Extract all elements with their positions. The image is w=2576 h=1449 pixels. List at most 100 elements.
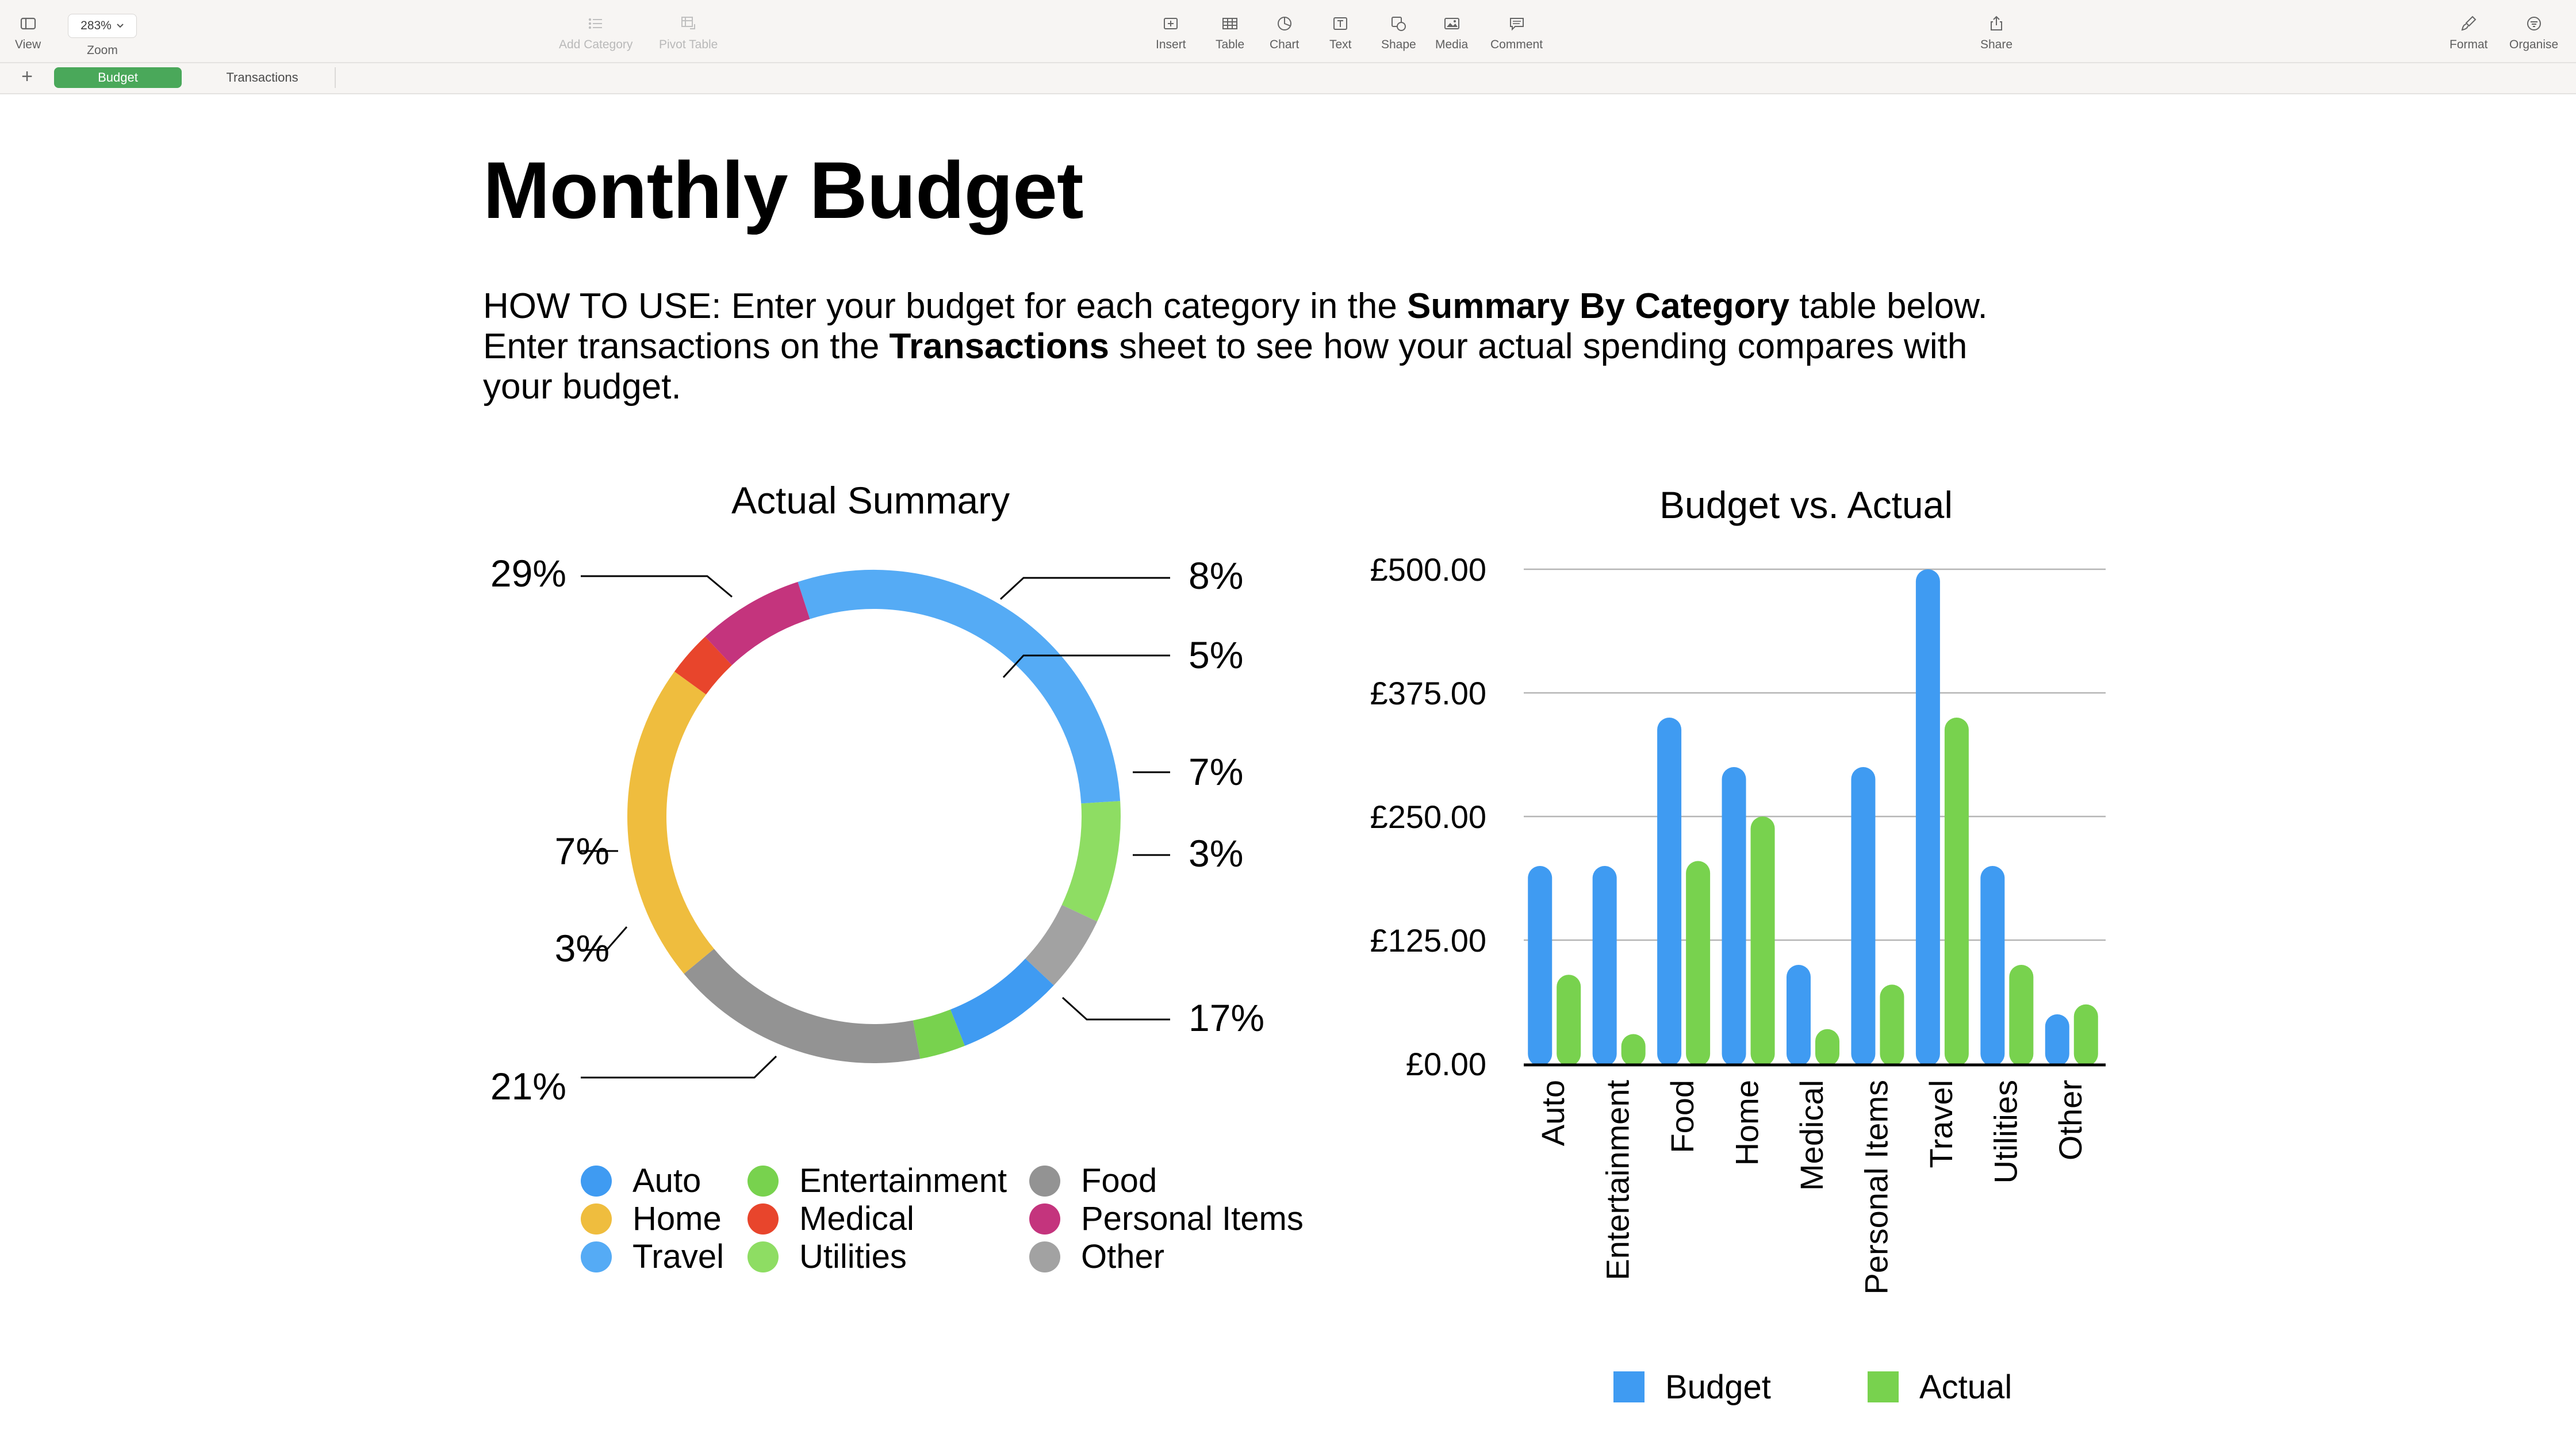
pie-leader-line <box>1061 996 1170 1021</box>
how-to-part: HOW TO USE: Enter your budget for each c… <box>483 286 1408 326</box>
comment-button[interactable]: Comment <box>1490 14 1543 59</box>
pivot-table-label: Pivot Table <box>659 38 718 51</box>
chart-icon <box>1277 17 1291 30</box>
bar-budget-utilities[interactable] <box>1980 866 2005 1066</box>
legend-label-actual[interactable]: Actual <box>1919 1368 2012 1406</box>
x-tick-label: Personal Items <box>1858 1080 1894 1295</box>
legend-item-utilities[interactable]: Utilities <box>747 1237 907 1276</box>
table-label: Table <box>1216 38 1245 51</box>
pie-chart[interactable]: 29% 8% 5% 7% 3% 17% 21% 3% 7% <box>448 518 1288 1150</box>
table-button[interactable]: Table <box>1216 14 1244 59</box>
pie-slice-food[interactable] <box>684 948 921 1063</box>
organise-button[interactable]: Organise <box>2509 14 2558 59</box>
x-tick-label: Auto <box>1535 1080 1571 1146</box>
bar-actual-travel[interactable] <box>1944 718 1969 1066</box>
bar-budget-medical[interactable] <box>1787 965 1811 1066</box>
legend-swatch <box>581 1203 612 1235</box>
legend-label-budget[interactable]: Budget <box>1665 1368 1771 1406</box>
pie-slice-medical[interactable] <box>674 637 733 695</box>
pie-slice-other[interactable] <box>1025 904 1098 986</box>
bar-actual-entertainment[interactable] <box>1621 1034 1646 1066</box>
pie-slice-auto[interactable] <box>950 958 1054 1046</box>
x-tick-label: Food <box>1664 1080 1700 1153</box>
media-label: Media <box>1435 38 1469 51</box>
chart-button[interactable]: Chart <box>1270 14 1299 59</box>
pivot-table-button[interactable]: Pivot Table <box>659 14 718 59</box>
y-tick-label: £250.00 <box>1370 799 1486 835</box>
add-sheet-button[interactable]: + <box>21 66 33 87</box>
tab-budget[interactable]: Budget <box>54 67 182 88</box>
format-label: Format <box>2450 38 2488 51</box>
bar-actual-auto[interactable] <box>1557 975 1581 1066</box>
legend-item-home[interactable]: Home <box>581 1199 722 1238</box>
bar-chart-title[interactable]: Budget vs. Actual <box>1659 484 1953 526</box>
bar-chart[interactable]: £0.00 £125.00 £250.00 £375.00 £500.00 Auto Ent… <box>1322 518 2185 1426</box>
pie-slice-utilities[interactable] <box>1061 801 1121 922</box>
tab-transactions[interactable]: Transactions <box>190 67 336 88</box>
bar-budget-personal-items[interactable] <box>1851 767 1876 1066</box>
zoom-select[interactable]: 283% <box>68 14 137 38</box>
pie-data-label: 7% <box>555 830 610 872</box>
sidebar-icon <box>20 17 36 30</box>
legend-item-auto[interactable]: Auto <box>581 1162 701 1200</box>
how-to-text[interactable]: HOW TO USE: Enter your budget for each c… <box>483 286 2035 407</box>
add-category-button[interactable]: Add Category <box>559 14 632 59</box>
insert-icon <box>1164 18 1178 29</box>
bar-actual-medical[interactable] <box>1815 1029 1839 1066</box>
comment-label: Comment <box>1490 38 1543 51</box>
paintbrush-icon <box>2461 16 2477 31</box>
y-tick-label: £0.00 <box>1406 1046 1486 1082</box>
legend-item-travel[interactable]: Travel <box>581 1237 724 1276</box>
legend-item-food[interactable]: Food <box>1029 1162 1157 1200</box>
bar-budget-auto[interactable] <box>1528 866 1552 1066</box>
y-tick-label: £375.00 <box>1370 675 1486 711</box>
pie-data-label: 17% <box>1189 996 1264 1039</box>
chevron-down-icon <box>117 24 124 28</box>
bar-actual-home[interactable] <box>1750 816 1775 1066</box>
bar-actual-utilities[interactable] <box>2009 965 2034 1066</box>
zoom-value: 283% <box>80 19 112 32</box>
legend-swatch <box>747 1241 779 1272</box>
shape-label: Shape <box>1381 38 1416 51</box>
view-label: View <box>15 38 41 51</box>
shape-button[interactable]: Shape <box>1381 14 1416 59</box>
share-button[interactable]: Share <box>1980 14 2012 59</box>
text-label: Text <box>1329 38 1352 51</box>
pie-slice-entertainment[interactable] <box>913 1009 965 1059</box>
bar-budget-other[interactable] <box>2045 1014 2069 1066</box>
legend-item-entertainment[interactable]: Entertainment <box>747 1162 1007 1200</box>
pie-data-label: 3% <box>555 927 610 969</box>
legend-swatch <box>581 1241 612 1272</box>
sheet-tab-bar: + Budget Transactions <box>0 63 2576 94</box>
pie-slice-home[interactable] <box>627 671 714 974</box>
bar-actual-food[interactable] <box>1686 861 1711 1066</box>
pie-data-label: 7% <box>1189 750 1243 793</box>
legend-item-personal-items[interactable]: Personal Items <box>1029 1199 1304 1238</box>
bar-budget-home[interactable] <box>1722 767 1746 1066</box>
insert-button[interactable]: Insert <box>1156 14 1186 59</box>
x-tick-label: Medical <box>1793 1080 1830 1191</box>
bar-actual-personal-items[interactable] <box>1880 984 1904 1066</box>
legend-label: Home <box>632 1200 722 1237</box>
bar-budget-entertainment[interactable] <box>1592 866 1617 1066</box>
legend-item-other[interactable]: Other <box>1029 1237 1164 1276</box>
comment-icon <box>1509 18 1524 31</box>
pie-slice-personal-items[interactable] <box>705 581 810 666</box>
bar-budget-travel[interactable] <box>1915 569 1940 1066</box>
bar-actual-other[interactable] <box>2073 1004 2098 1066</box>
share-label: Share <box>1980 38 2013 51</box>
format-button[interactable]: Format <box>2450 14 2488 59</box>
y-tick-label: £125.00 <box>1370 922 1486 959</box>
pie-data-label: 8% <box>1189 554 1243 597</box>
pie-chart-title[interactable]: Actual Summary <box>731 479 1010 522</box>
pie-data-label: 29% <box>490 552 566 595</box>
legend-swatch <box>747 1203 779 1235</box>
page-title[interactable]: Monthly Budget <box>483 145 1084 235</box>
pie-slice-travel[interactable] <box>798 570 1121 804</box>
media-button[interactable]: Media <box>1435 14 1468 59</box>
view-button[interactable]: View <box>15 14 41 59</box>
bar-budget-food[interactable] <box>1657 718 1682 1066</box>
text-button[interactable]: Text <box>1329 14 1352 59</box>
legend-item-medical[interactable]: Medical <box>747 1199 914 1238</box>
pie-data-label: 5% <box>1189 634 1243 676</box>
